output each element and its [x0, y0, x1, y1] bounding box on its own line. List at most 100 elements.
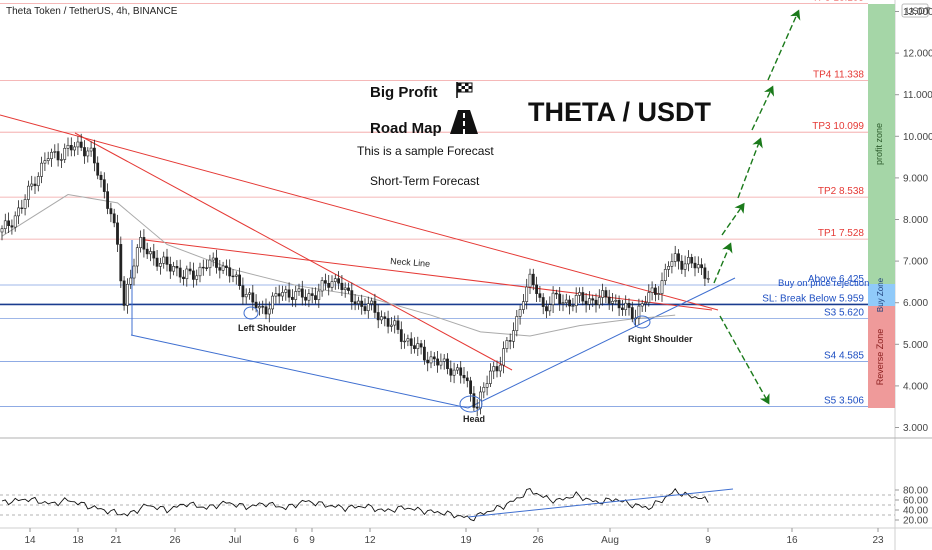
- candle-body: [429, 356, 433, 364]
- candle-body: [201, 266, 205, 269]
- level-label: TP5 13.195: [812, 0, 864, 3]
- candle-body: [485, 383, 489, 388]
- candle-body: [703, 267, 707, 279]
- time-tick-label: 9: [705, 535, 711, 546]
- candle-body: [281, 292, 284, 297]
- candle-body: [574, 295, 578, 306]
- currency-badge[interactable]: [901, 3, 929, 18]
- level-label: TP1 7.528: [818, 228, 865, 239]
- candle-body: [475, 407, 479, 409]
- left-shoulder-marker: [243, 306, 259, 320]
- candle-body: [20, 207, 24, 209]
- candle-body: [172, 266, 176, 272]
- pair-title: THETA / USDT: [528, 97, 711, 127]
- candle-body: [389, 324, 393, 327]
- trendline-lower-left: [130, 334, 469, 409]
- candle-body: [459, 367, 463, 376]
- chart-title[interactable]: Theta Token / TetherUS, 4h, BINANCE: [6, 6, 178, 17]
- candle-body: [271, 295, 275, 310]
- level-label: TP2 8.538: [818, 186, 865, 197]
- candle-body: [373, 300, 377, 313]
- candle-body: [677, 253, 680, 262]
- candle-body: [135, 247, 139, 267]
- candle-body: [231, 275, 235, 278]
- time-tick-label: 21: [110, 535, 122, 546]
- candle-body: [225, 265, 228, 268]
- candle-body: [350, 290, 354, 303]
- price-tick-label: 4.000: [903, 381, 928, 392]
- candle-body: [142, 237, 146, 250]
- candle-body: [561, 302, 565, 304]
- candle-body: [627, 302, 631, 308]
- candle-body: [208, 259, 212, 269]
- trendline-steep: [74, 132, 513, 371]
- candle-body: [512, 330, 515, 342]
- candle-body: [706, 278, 710, 280]
- candle-body: [7, 220, 11, 226]
- candle-body: [330, 281, 334, 288]
- moving-average: [1, 194, 676, 337]
- time-tick-label: 6: [293, 535, 299, 546]
- candle-body: [333, 278, 337, 282]
- candle-body: [244, 294, 248, 298]
- candle-body: [188, 268, 192, 272]
- candle-body: [162, 256, 166, 264]
- candle-body: [126, 283, 129, 306]
- time-tick-label: 16: [786, 535, 798, 546]
- candle-body: [93, 147, 96, 164]
- candle-body: [241, 285, 245, 298]
- forecast-arrow: [737, 137, 763, 199]
- level-label: S3 5.620: [824, 308, 864, 319]
- price-axis: 13.000 12.000 11.000 10.000 9.000 8.000 7.000 6…: [895, 7, 932, 434]
- candle-body: [182, 276, 185, 280]
- candle-body: [409, 338, 413, 346]
- time-tick-label: 14: [24, 535, 36, 546]
- candle-body: [472, 393, 476, 408]
- candle-body: [26, 185, 30, 200]
- candle-body: [462, 375, 466, 379]
- candle-body: [439, 361, 443, 366]
- candle-body: [432, 356, 436, 360]
- candle-body: [192, 270, 195, 280]
- currency-label: USDT: [906, 6, 931, 16]
- big-profit-text: Big Profit: [370, 84, 438, 101]
- candle-body: [294, 291, 298, 300]
- candle-body: [277, 293, 281, 297]
- candle-body: [449, 368, 453, 376]
- rsi-tick-label: 20.00: [903, 516, 928, 527]
- time-tick-label: Jul: [229, 535, 242, 546]
- candle-body: [406, 338, 410, 342]
- candle-body: [413, 345, 416, 349]
- candle-body: [36, 176, 40, 187]
- candle-body: [152, 251, 156, 259]
- candle-body: [287, 289, 291, 298]
- candle-body: [307, 293, 311, 301]
- candle-body: [630, 307, 634, 319]
- price-tick-label: 3.000: [903, 423, 928, 434]
- candle-body: [442, 358, 446, 362]
- candle-body: [33, 183, 37, 187]
- candle-body: [366, 303, 370, 311]
- moving-average-line: [1, 194, 676, 337]
- candle-body: [205, 267, 209, 269]
- candle-body: [112, 213, 116, 224]
- time-tick-label: 19: [460, 535, 472, 546]
- candle-body: [690, 257, 694, 264]
- candle-body: [597, 297, 601, 305]
- candle-body: [343, 287, 347, 290]
- candle-body: [518, 309, 522, 317]
- candle-body: [145, 248, 149, 255]
- candle-body: [657, 293, 661, 295]
- candle-body: [545, 306, 548, 312]
- rsi-tick-label: 60.00: [903, 496, 928, 507]
- candle-body: [0, 228, 4, 233]
- candle-body: [218, 267, 222, 271]
- candle-body: [495, 366, 499, 372]
- candle-body: [261, 306, 265, 308]
- candle-body: [653, 287, 657, 295]
- right-shoulder-marker: [633, 315, 651, 329]
- candle-body: [168, 264, 172, 272]
- candle-body: [109, 208, 113, 215]
- candle-body: [452, 369, 456, 376]
